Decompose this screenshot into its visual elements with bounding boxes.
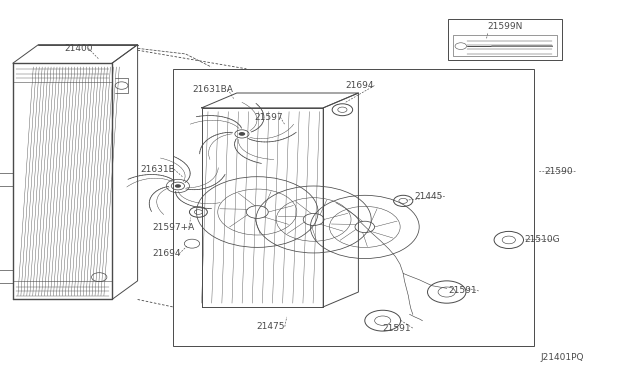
Text: 21694: 21694 — [346, 81, 374, 90]
Text: J21401PQ: J21401PQ — [541, 353, 584, 362]
Text: 21694: 21694 — [152, 249, 181, 258]
Bar — [448, 19, 562, 60]
Text: 21400: 21400 — [64, 44, 93, 53]
Text: 21597+A: 21597+A — [152, 223, 195, 232]
Text: 21597: 21597 — [255, 113, 284, 122]
Bar — [453, 35, 557, 56]
Text: 21590: 21590 — [544, 167, 573, 176]
Text: 21445: 21445 — [415, 192, 443, 201]
Text: 21631B: 21631B — [141, 165, 175, 174]
Circle shape — [239, 132, 245, 136]
Text: 21510G: 21510G — [525, 235, 561, 244]
Circle shape — [175, 184, 181, 188]
Text: 21591: 21591 — [383, 324, 412, 333]
Text: 21591: 21591 — [448, 286, 477, 295]
Text: 21475: 21475 — [256, 322, 285, 331]
Text: 21631BA: 21631BA — [192, 85, 233, 94]
Text: 21599N: 21599N — [488, 22, 523, 31]
Bar — [173, 69, 534, 346]
